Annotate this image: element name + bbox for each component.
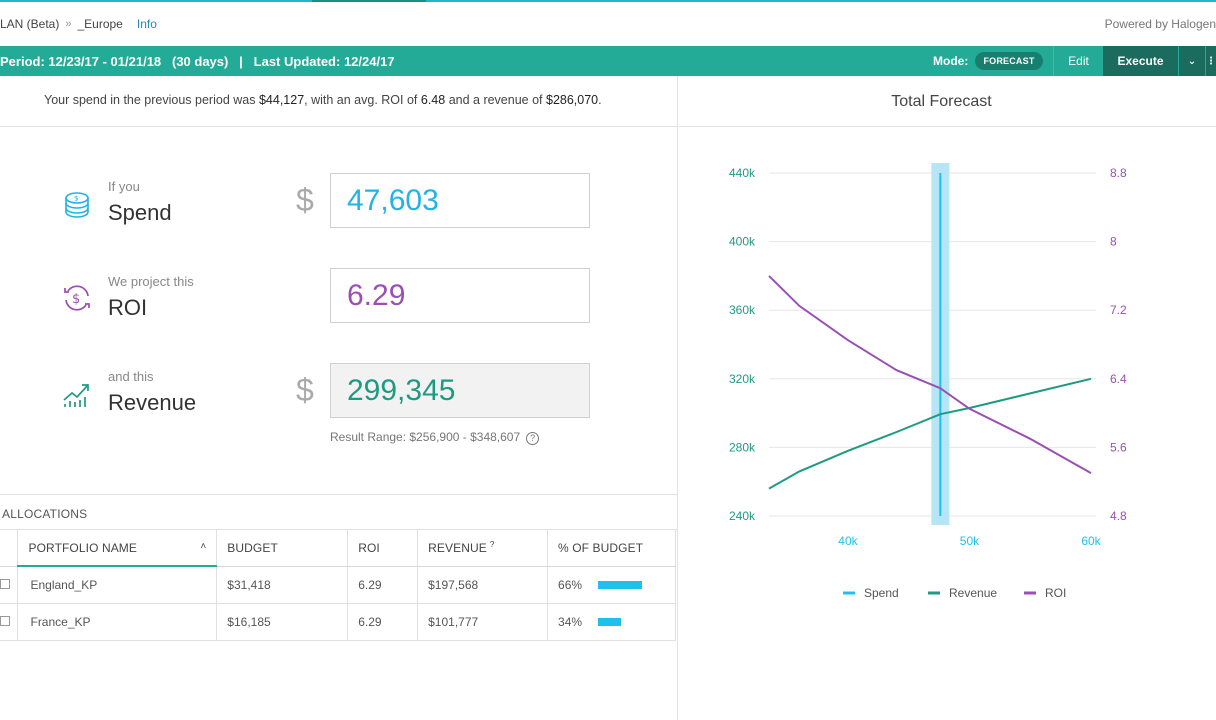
result-range: Result Range: $256,900 - $348,607? xyxy=(330,430,540,445)
total-forecast-panel: Total Forecast 240k 4.8 280k 5.6 320k 6.4 360k… xyxy=(679,76,1216,720)
summary-spend: $44,127 xyxy=(258,93,305,107)
y-right-tick-label: 8 xyxy=(1110,235,1117,249)
result-range-text: Result Range: $256,900 - $348,607 xyxy=(330,430,521,444)
y-left-tick-label: 320k xyxy=(729,372,756,386)
help-icon[interactable]: ? xyxy=(489,540,495,550)
percent-of-budget-cell: 66% xyxy=(547,566,676,604)
budget-share-bar xyxy=(598,580,643,589)
revenue-cell: $197,568 xyxy=(417,566,549,604)
portfolio-name-cell[interactable]: England_KP xyxy=(17,566,218,604)
y-left-tick-label: 280k xyxy=(729,440,756,454)
y-right-tick-label: 8.8 xyxy=(1110,166,1127,180)
x-tick-label: 60k xyxy=(1081,534,1101,548)
y-left-tick-label: 240k xyxy=(729,509,756,523)
percent-text: 34% xyxy=(558,614,583,629)
spend-input[interactable]: 47,603 xyxy=(330,173,590,228)
roi-input[interactable]: 6.29 xyxy=(330,268,590,323)
table-header-row: PORTFOLIO NAME ˄ BUDGET ROI REVENUE? % OF… xyxy=(0,530,676,567)
forecast-panel: Your spend in the previous period was $4… xyxy=(0,76,678,720)
chart-title: Total Forecast xyxy=(679,76,1216,127)
sort-ascending-icon[interactable]: ˄ xyxy=(200,540,207,552)
allocations-title: ALLOCATIONS xyxy=(0,494,678,530)
period-info: Period: 12/23/17 - 01/21/18 (30 days) | … xyxy=(0,53,395,69)
column-header-label: PORTFOLIO NAME xyxy=(28,540,138,555)
more-options-icon[interactable]: ⋮ xyxy=(1206,46,1216,76)
legend-label-revenue: Revenue xyxy=(949,586,997,600)
powered-by: Powered by Halogen xyxy=(1104,17,1216,31)
y-right-tick-label: 6.4 xyxy=(1110,372,1127,386)
growth-chart-icon xyxy=(63,384,89,407)
column-header-portfolio-name[interactable]: PORTFOLIO NAME ˄ xyxy=(17,530,218,567)
revenue-currency: $ xyxy=(296,372,314,408)
breadcrumb-separator: » xyxy=(65,18,72,30)
execute-dropdown-chevron-icon[interactable]: ⌄ xyxy=(1179,46,1205,76)
top-bar: LAN (Beta) » _Europe Info Powered by Hal… xyxy=(0,2,1216,46)
roi-series-line xyxy=(768,275,1092,474)
x-tick-label: 40k xyxy=(838,534,858,548)
y-right-tick-label: 7.2 xyxy=(1110,303,1127,317)
y-left-tick-label: 400k xyxy=(729,235,756,249)
mode-badge[interactable]: FORECAST xyxy=(975,52,1043,70)
forecast-chart[interactable]: 240k 4.8 280k 5.6 320k 6.4 360k 7.2 400k 8 440k 8.8… xyxy=(679,127,1216,720)
roi-sub-label: We project this xyxy=(108,274,194,289)
row-checkbox[interactable] xyxy=(0,615,10,626)
x-tick-label: 50k xyxy=(960,534,980,548)
y-left-tick-label: 440k xyxy=(729,166,756,180)
column-header-percent-of-budget[interactable]: % OF BUDGET xyxy=(547,530,676,567)
column-header-roi[interactable]: ROI xyxy=(347,530,419,567)
coins-icon: $ xyxy=(65,192,89,218)
top-accent-bar xyxy=(0,0,1216,2)
summary-text: , with an avg. ROI of xyxy=(304,93,421,107)
y-right-tick-label: 4.8 xyxy=(1110,509,1127,523)
summary-text: and a revenue of xyxy=(445,93,546,107)
column-header-budget[interactable]: BUDGET xyxy=(216,530,349,567)
legend-label-spend: Spend xyxy=(864,586,899,600)
info-link[interactable]: Info xyxy=(136,17,157,31)
percent-text: 66% xyxy=(558,577,583,592)
budget-cell: $31,418 xyxy=(216,566,349,604)
budget-share-bar xyxy=(598,617,621,626)
top-accent-highlight xyxy=(312,0,426,2)
revenue-series-line xyxy=(768,377,1092,490)
summary-text: . xyxy=(598,93,602,107)
revenue-output: 299,345 xyxy=(330,363,590,418)
breadcrumb-root[interactable]: LAN (Beta) xyxy=(0,17,60,31)
svg-text:$: $ xyxy=(72,292,80,307)
y-left-tick-label: 360k xyxy=(729,303,756,317)
percent-of-budget-cell: 34% xyxy=(547,603,676,641)
column-header-revenue[interactable]: REVENUE? xyxy=(417,530,549,567)
roi-cell: 6.29 xyxy=(347,566,419,604)
spend-currency: $ xyxy=(296,182,314,218)
allocations-table: PORTFOLIO NAME ˄ BUDGET ROI REVENUE? % OF… xyxy=(0,530,676,641)
roi-cycle-icon: $ xyxy=(64,285,90,311)
column-header-label: REVENUE xyxy=(428,541,487,556)
table-row[interactable]: England_KP $31,418 6.29 $197,568 66% xyxy=(0,566,676,604)
revenue-title: Revenue xyxy=(108,390,197,415)
spend-sub-label: If you xyxy=(108,179,140,194)
summary-text: Your spend in the previous period was xyxy=(44,93,259,107)
y-right-tick-label: 5.6 xyxy=(1110,440,1127,454)
revenue-sub-label: and this xyxy=(108,369,154,384)
budget-cell: $16,185 xyxy=(216,603,349,641)
table-row[interactable]: France_KP $16,185 6.29 $101,777 34% xyxy=(0,603,676,641)
previous-period-summary: Your spend in the previous period was $4… xyxy=(0,76,678,127)
roi-title: ROI xyxy=(108,295,148,320)
legend-label-roi: ROI xyxy=(1045,586,1066,600)
summary-roi: 6.48 xyxy=(420,93,446,107)
select-column-header xyxy=(0,530,19,567)
help-icon[interactable]: ? xyxy=(526,432,540,445)
roi-cell: 6.29 xyxy=(347,603,419,641)
svg-text:$: $ xyxy=(74,195,78,203)
row-checkbox[interactable] xyxy=(0,578,10,589)
status-bar: Period: 12/23/17 - 01/21/18 (30 days) | … xyxy=(0,46,1216,76)
revenue-cell: $101,777 xyxy=(417,603,549,641)
portfolio-name-cell[interactable]: France_KP xyxy=(17,603,218,641)
edit-button[interactable]: Edit xyxy=(1053,46,1103,76)
execute-button[interactable]: Execute xyxy=(1103,46,1178,76)
breadcrumb-current[interactable]: _Europe xyxy=(77,17,123,31)
mode-label: Mode: xyxy=(933,54,969,68)
summary-revenue: $286,070 xyxy=(546,93,599,107)
spend-title: Spend xyxy=(108,200,172,225)
